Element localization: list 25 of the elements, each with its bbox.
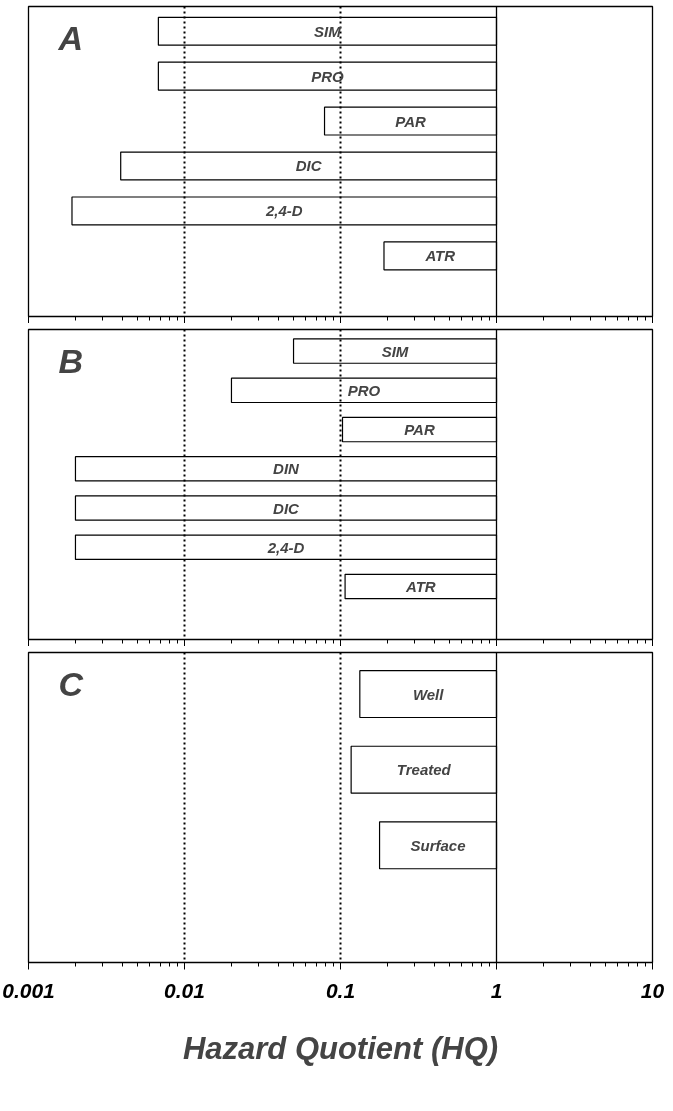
- chart-title: C: [58, 664, 84, 703]
- category-label: DIC: [295, 157, 322, 175]
- category-label: Well: [412, 685, 444, 703]
- x-tick-label: 0.001: [2, 978, 55, 1002]
- category-label: PRO: [347, 381, 381, 399]
- category-label: PAR: [395, 112, 426, 130]
- category-label: DIN: [273, 460, 299, 478]
- x-axis-title: Hazard Quotient (HQ): [182, 1030, 499, 1066]
- category-label: 2,4-D: [267, 538, 305, 556]
- category-label: PRO: [311, 67, 344, 85]
- category-label: Surface: [410, 836, 466, 854]
- category-label: DIC: [273, 499, 299, 517]
- category-label: 2,4-D: [265, 202, 303, 220]
- category-label: Treated: [396, 761, 451, 779]
- category-label: SIM: [314, 22, 341, 40]
- category-label: SIM: [381, 342, 409, 360]
- chart-title: A: [57, 18, 84, 57]
- x-tick-label: 1: [490, 978, 503, 1002]
- category-label: ATR: [405, 578, 436, 596]
- category-label: ATR: [425, 247, 456, 265]
- x-tick-label: 0.1: [325, 978, 356, 1002]
- category-label: PAR: [404, 421, 435, 439]
- chart-title: B: [58, 341, 84, 380]
- x-tick-label: 0.01: [164, 978, 205, 1002]
- x-tick-label: 10: [640, 978, 665, 1002]
